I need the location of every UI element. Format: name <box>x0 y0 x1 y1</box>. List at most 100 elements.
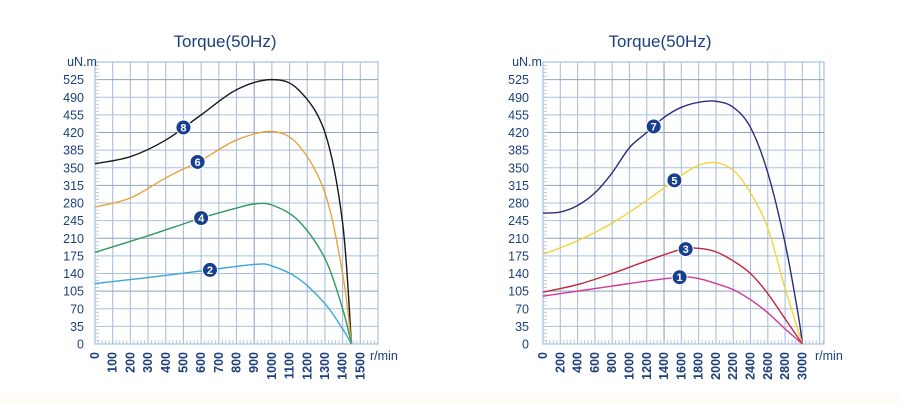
y-tick-label: 315 <box>63 179 84 193</box>
y-tick-label: 0 <box>522 338 529 352</box>
marker-label: 3 <box>683 244 689 256</box>
x-tick-label: 200 <box>123 352 137 373</box>
x-tick-label: 1800 <box>692 352 706 380</box>
marker-circle <box>645 118 662 135</box>
x-tick-label: 300 <box>141 352 155 373</box>
y-tick-label: 490 <box>508 91 529 105</box>
y-tick-label: 35 <box>515 320 529 334</box>
y-tick-label: 140 <box>63 267 84 281</box>
x-tick-label: 2400 <box>744 352 758 380</box>
x-tick-label: 1000 <box>265 352 279 380</box>
x-tick-label: 500 <box>176 352 190 373</box>
x-tick-label: 1000 <box>622 352 636 380</box>
marker-circle <box>671 269 688 286</box>
series-marker-1: 1 <box>671 269 688 286</box>
x-tick-label: 1400 <box>336 352 350 380</box>
series-line-2 <box>94 263 353 345</box>
y-tick-label: 525 <box>508 73 529 87</box>
x-tick-label: 1500 <box>353 352 367 380</box>
y-tick-label: 70 <box>70 302 84 316</box>
x-tick-label: 1600 <box>674 352 688 380</box>
marker-circle <box>677 241 694 258</box>
series-line-1 <box>542 276 803 345</box>
marker-label: 6 <box>195 157 201 169</box>
y-tick-label: 420 <box>508 126 529 140</box>
y-tick-label: 210 <box>63 232 84 246</box>
y-tick-label: 525 <box>63 73 84 87</box>
series-line-6 <box>94 130 353 345</box>
y-tick-label: 315 <box>508 179 529 193</box>
x-tick-label: 400 <box>159 352 173 373</box>
y-tick-label: 455 <box>63 108 84 122</box>
y-tick-label: 385 <box>63 144 84 158</box>
x-tick-label: 2800 <box>778 352 792 380</box>
x-tick-label: 900 <box>247 352 261 373</box>
y-tick-label: 420 <box>63 126 84 140</box>
series-marker-4: 4 <box>193 210 210 227</box>
y-tick-label: 70 <box>515 302 529 316</box>
x-tick-label: 1400 <box>657 352 671 380</box>
y-tick-label: 385 <box>508 144 529 158</box>
series-line-4 <box>94 202 353 345</box>
x-tick-label: 0 <box>536 352 550 359</box>
y-tick-label: 105 <box>508 285 529 299</box>
y-tick-label: 245 <box>508 214 529 228</box>
x-tick-label: 1100 <box>283 352 297 379</box>
x-tick-label: 1200 <box>300 352 314 380</box>
y-tick-label: 0 <box>77 338 84 352</box>
x-tick-label: 1200 <box>640 352 654 380</box>
x-tick-label: 600 <box>194 352 208 373</box>
marker-label: 7 <box>651 121 657 133</box>
x-tick-label: 800 <box>605 352 619 373</box>
marker-label: 5 <box>671 175 677 187</box>
marker-circle <box>189 153 206 170</box>
x-tick-label: 2200 <box>726 352 740 380</box>
chart-1: Torque(50Hz)uN.m035701051401752102452803… <box>63 32 398 380</box>
bottom-band <box>0 393 900 405</box>
marker-circle <box>201 261 218 278</box>
series-marker-3: 3 <box>677 241 694 258</box>
y-tick-label: 280 <box>63 197 84 211</box>
y-tick-label: 35 <box>70 320 84 334</box>
y-tick-label: 455 <box>508 108 529 122</box>
y-tick-label: 490 <box>63 91 84 105</box>
y-axis-label: uN.m <box>67 55 97 69</box>
y-tick-label: 350 <box>63 161 84 175</box>
series-marker-7: 7 <box>645 118 662 135</box>
y-tick-label: 175 <box>508 249 529 263</box>
series-line-5 <box>542 161 804 345</box>
series-marker-8: 8 <box>175 119 192 136</box>
series-marker-5: 5 <box>666 172 683 189</box>
marker-label: 8 <box>180 122 186 134</box>
x-tick-label: 3000 <box>795 352 809 380</box>
x-tick-label: 100 <box>106 352 120 373</box>
x-tick-label: 400 <box>571 352 585 373</box>
x-tick-label: 200 <box>553 352 567 373</box>
series-line-7 <box>542 100 804 345</box>
marker-circle <box>666 172 683 189</box>
chart-title: Torque(50Hz) <box>609 32 712 51</box>
marker-label: 2 <box>207 265 213 277</box>
x-axis-label: r/min <box>370 349 398 363</box>
y-axis-label: uN.m <box>512 55 542 69</box>
y-tick-label: 140 <box>508 267 529 281</box>
marker-label: 1 <box>677 272 683 284</box>
x-tick-label: 1300 <box>318 352 332 380</box>
x-tick-label: 700 <box>212 352 226 373</box>
chart-title: Torque(50Hz) <box>174 32 277 51</box>
marker-circle <box>175 119 192 136</box>
x-axis-label: r/min <box>815 349 843 363</box>
series-marker-6: 6 <box>189 153 206 170</box>
y-tick-label: 245 <box>63 214 84 228</box>
series-marker-2: 2 <box>201 261 218 278</box>
marker-label: 4 <box>198 213 205 225</box>
x-tick-label: 2000 <box>709 352 723 380</box>
x-tick-label: 2600 <box>761 352 775 380</box>
series-line-8 <box>94 78 353 345</box>
marker-circle <box>193 210 210 227</box>
series-line-3 <box>542 247 803 345</box>
y-tick-label: 105 <box>63 285 84 299</box>
x-tick-label: 600 <box>588 352 602 373</box>
x-tick-label: 800 <box>230 352 244 373</box>
